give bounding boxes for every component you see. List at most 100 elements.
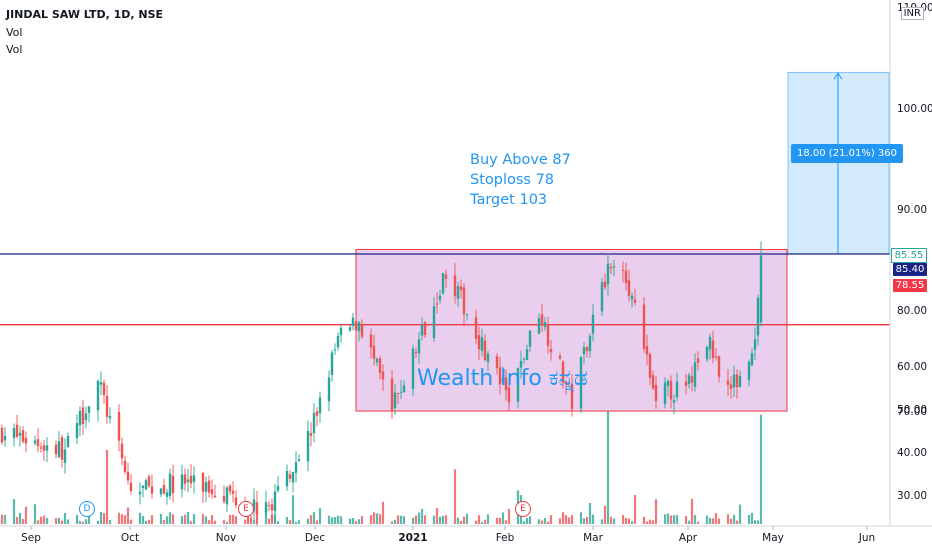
volume-bar	[24, 506, 28, 524]
candle-body	[36, 439, 40, 447]
volume-bar	[360, 515, 364, 524]
volume-bar	[672, 515, 676, 524]
volume-bar	[459, 521, 463, 524]
volume-bar	[78, 520, 82, 524]
volume-bar	[654, 499, 658, 524]
volume-bar	[477, 515, 481, 524]
candle-body	[495, 356, 499, 368]
volume-bar	[189, 521, 193, 524]
last-price-label: 85.40	[893, 263, 927, 276]
earnings-event-marker[interactable]: E	[238, 501, 254, 517]
candle-body	[633, 299, 637, 303]
volume-bar	[333, 516, 337, 524]
volume-bar	[60, 520, 64, 524]
volume-bar	[465, 513, 469, 524]
volume-bar	[192, 514, 196, 524]
volume-bar	[438, 516, 442, 524]
candle-body	[84, 413, 88, 421]
candle-body	[162, 485, 166, 494]
time-tick-label: Nov	[216, 532, 237, 544]
volume-bar	[117, 512, 121, 524]
candle-body	[687, 375, 691, 384]
volume-bar	[546, 521, 550, 524]
candle-body	[672, 400, 676, 403]
volume-bar	[579, 512, 583, 524]
dividend-event-marker[interactable]: D	[79, 501, 95, 517]
volume-bar	[234, 516, 238, 524]
candle-body	[474, 317, 478, 339]
earnings-event-marker-2[interactable]: E	[515, 501, 531, 517]
stoploss-text: Stoploss 78	[470, 172, 555, 188]
volume-indicator-legend[interactable]: Vol	[6, 26, 23, 39]
time-axis[interactable]: Sep Oct Nov Dec 2021 Feb Mar Apr May Jun	[21, 526, 875, 544]
volume-bar	[84, 519, 88, 524]
volume-bar	[624, 517, 628, 524]
candle-body	[726, 380, 730, 385]
candle-body	[654, 385, 658, 401]
candle-body	[537, 318, 541, 334]
symbol-legend[interactable]: JINDAL SAW LTD, 1D, NSE	[6, 8, 164, 21]
volume-bar	[423, 515, 427, 524]
target-text: Target 103	[470, 192, 548, 208]
volume-bar	[642, 516, 646, 524]
candle-body	[102, 382, 106, 396]
watermark-text: Wealth Info ಕನ್ನಡ	[417, 366, 588, 391]
candle-body	[486, 353, 490, 363]
volume-bar	[498, 517, 502, 524]
candle-body	[603, 281, 607, 288]
volume-indicator-legend-2[interactable]: Vol	[6, 43, 23, 56]
volume-bar	[630, 521, 634, 524]
volume-bar	[414, 515, 418, 524]
candle-body	[645, 346, 649, 355]
volume-bar	[453, 469, 457, 524]
volume-bar	[549, 515, 553, 524]
candle-body	[729, 384, 733, 389]
candle-body	[78, 410, 82, 426]
volume-bar	[150, 515, 154, 524]
candle-body	[705, 346, 709, 360]
volume-bar	[729, 518, 733, 524]
candle-body	[39, 447, 43, 449]
volume-bar	[129, 519, 133, 524]
trade-plan-annotation[interactable]: Buy Above 87 Stoploss 78 Target 103	[470, 150, 571, 210]
volume-bar	[222, 519, 226, 524]
volume-bar	[63, 513, 67, 524]
volume-bar	[525, 518, 529, 524]
candle-body	[252, 499, 256, 512]
candle-body	[348, 327, 352, 331]
candle-body	[75, 423, 79, 439]
volume-bar	[39, 516, 43, 524]
candle-body	[291, 471, 295, 483]
candle-body	[696, 358, 700, 363]
volume-bar	[693, 514, 697, 524]
volume-bar	[612, 518, 616, 524]
candle-body	[66, 435, 70, 448]
candle-body	[528, 330, 532, 347]
candle-body	[21, 430, 25, 442]
candle-body	[624, 270, 628, 283]
volume-bar	[267, 518, 271, 524]
candle-body	[579, 356, 583, 409]
volume-bar	[228, 514, 232, 524]
measure-tool-label[interactable]: 18.00 (21.01%) 360	[791, 144, 904, 163]
candle-body	[18, 432, 22, 436]
candle-body	[351, 317, 355, 327]
volume-bar	[675, 515, 679, 524]
volume-bar	[276, 521, 280, 524]
volume-bar	[663, 514, 667, 524]
volume-bar	[318, 508, 322, 524]
candle-body	[690, 376, 694, 383]
price-axis[interactable]: 70.0080.0090.00100.00110.00120.00130.003…	[897, 0, 932, 502]
candle-body	[33, 440, 37, 444]
currency-button[interactable]: INR	[900, 7, 924, 20]
volume-bar	[669, 515, 673, 524]
candle-body	[141, 485, 145, 489]
candlestick-series	[0, 241, 763, 527]
candle-body	[750, 353, 754, 366]
volume-bar	[561, 512, 565, 524]
price-tick-label: 70.00	[897, 406, 927, 418]
volume-bar	[102, 513, 106, 524]
volume-bar	[633, 495, 637, 524]
volume-bar	[3, 515, 7, 524]
